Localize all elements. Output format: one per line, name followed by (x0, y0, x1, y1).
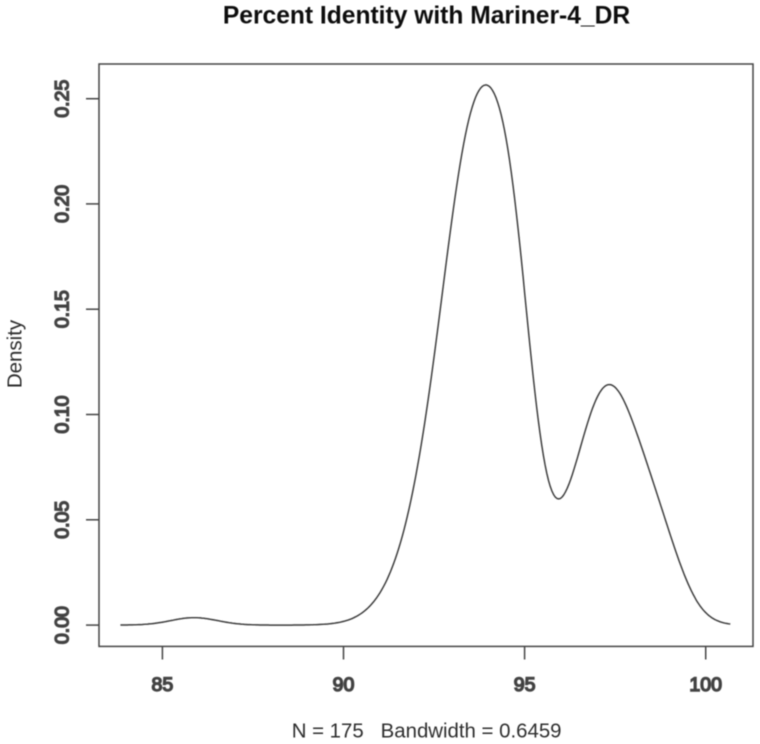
svg-text:0.05: 0.05 (52, 501, 74, 539)
svg-text:Percent Identity with Mariner-: Percent Identity with Mariner-4_DR (223, 2, 630, 29)
svg-text:100: 100 (689, 674, 722, 696)
svg-text:85: 85 (152, 674, 174, 696)
svg-text:0.10: 0.10 (52, 395, 74, 433)
svg-text:0.20: 0.20 (52, 185, 74, 223)
svg-text:0.15: 0.15 (52, 290, 74, 328)
svg-text:Density: Density (4, 319, 27, 388)
svg-text:0.25: 0.25 (52, 80, 74, 118)
svg-text:95: 95 (514, 674, 536, 696)
svg-text:0.00: 0.00 (52, 606, 74, 644)
svg-text:N = 175 Bandwidth = 0.6459: N = 175 Bandwidth = 0.6459 (292, 720, 562, 742)
svg-text:90: 90 (333, 674, 355, 696)
